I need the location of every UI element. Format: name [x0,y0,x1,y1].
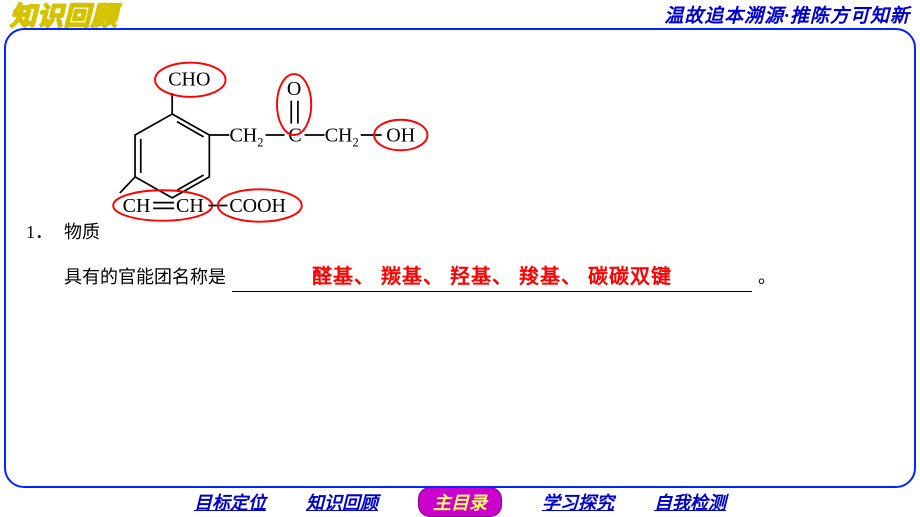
answer-text: 醛基、 羰基、 羟基、 羧基、 碳碳双键 [312,266,672,288]
cho-label: CHO [168,68,210,90]
answer-underline: 醛基、 羰基、 羟基、 羧基、 碳碳双键 [232,260,752,292]
prompt-prefix: 具有的官能团名称是 [64,263,226,289]
page-motto: 温故追本溯源·推陈方可知新 [664,1,910,28]
nav-selftest[interactable]: 自我检测 [654,489,726,515]
main-frame: 1． 物质 CHO CH2 [4,28,916,488]
nav-review[interactable]: 知识回顾 [306,489,378,515]
ch-eq-2: CH [176,195,204,217]
header: 知识回顾 温故追本溯源·推陈方可知新 [0,0,920,28]
content-area: 1． 物质 CHO CH2 [6,30,914,486]
oh-label: OH [386,125,415,147]
nav-goal[interactable]: 目标定位 [194,489,266,515]
prompt-suffix: 。 [758,263,776,289]
benzene-ring [135,114,209,198]
ch2-left: CH2 [229,125,263,150]
nav-explore[interactable]: 学习探究 [542,489,614,515]
cooh-label: COOH [229,195,286,217]
footer-nav: 目标定位 知识回顾 主目录 学习探究 自我检测 [0,488,920,516]
ch-eq-1: CH [123,195,151,217]
ch2-right: CH2 [325,125,359,150]
chemical-structure: CHO CH2 C O CH2 OH [86,55,506,255]
nav-main-toc[interactable]: 主目录 [418,487,502,517]
o-label: O [287,78,301,100]
question-number: 1． [26,218,53,244]
answer-line: 具有的官能团名称是 醛基、 羰基、 羟基、 羧基、 碳碳双键 。 [64,260,776,292]
